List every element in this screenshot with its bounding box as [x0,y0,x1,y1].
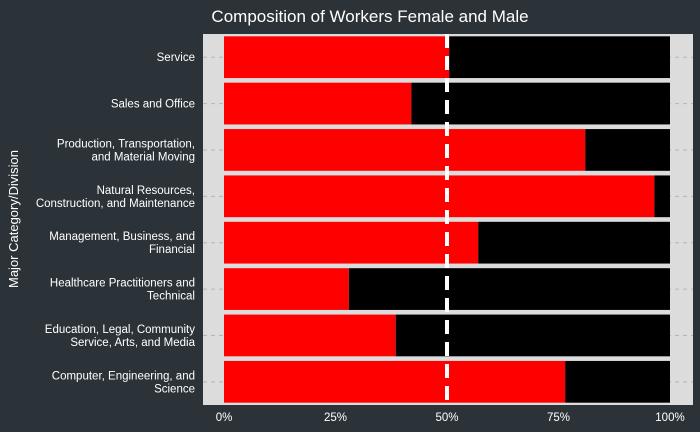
x-tick-label: 75% [547,412,570,424]
category-labels: Service Sales and Office Production, Trans… [36,52,196,395]
category-label: Management, Business, and Financial [49,231,195,256]
x-tick-label: 25% [324,412,347,424]
category-label: Computer, Engineering, and Science [52,370,195,395]
bar-segment-2 [654,175,670,218]
x-tick-labels: 0% 25% 50% 75% 100% [216,412,685,424]
bar-segment-1 [224,314,396,357]
chart-title: Composition of Workers Female and Male [211,7,528,26]
y-axis-title: Major Category/Division [6,150,21,288]
category-label: Natural Resources, Construction, and Main… [36,185,195,210]
bar-segment-1 [224,268,349,310]
bar-segment-1 [224,36,450,79]
bar-segment-2 [585,129,670,171]
bar-segment-2 [348,268,670,310]
bar-segment-1 [224,221,479,264]
bar-segment-2 [478,221,670,264]
bars [224,36,670,403]
bar-segment-2 [395,314,670,357]
category-label: Healthcare Practitioners and Technical [50,278,195,303]
category-label: Service [157,52,195,64]
category-label: Production, Transportation, and Material … [57,138,195,163]
category-label: Sales and Office [111,99,195,111]
x-tick-label: 0% [216,412,233,424]
x-tick-label: 100% [655,412,684,424]
x-tick-label: 50% [435,412,458,424]
bar-segment-1 [224,175,655,218]
bar-segment-1 [224,82,412,125]
bar-segment-2 [411,82,670,125]
bar-segment-1 [224,129,586,171]
bar-segment-2 [565,360,670,403]
bar-segment-2 [449,36,670,79]
bar-segment-1 [224,360,566,403]
category-label: Education, Legal, Community Service, Arts… [45,324,196,349]
